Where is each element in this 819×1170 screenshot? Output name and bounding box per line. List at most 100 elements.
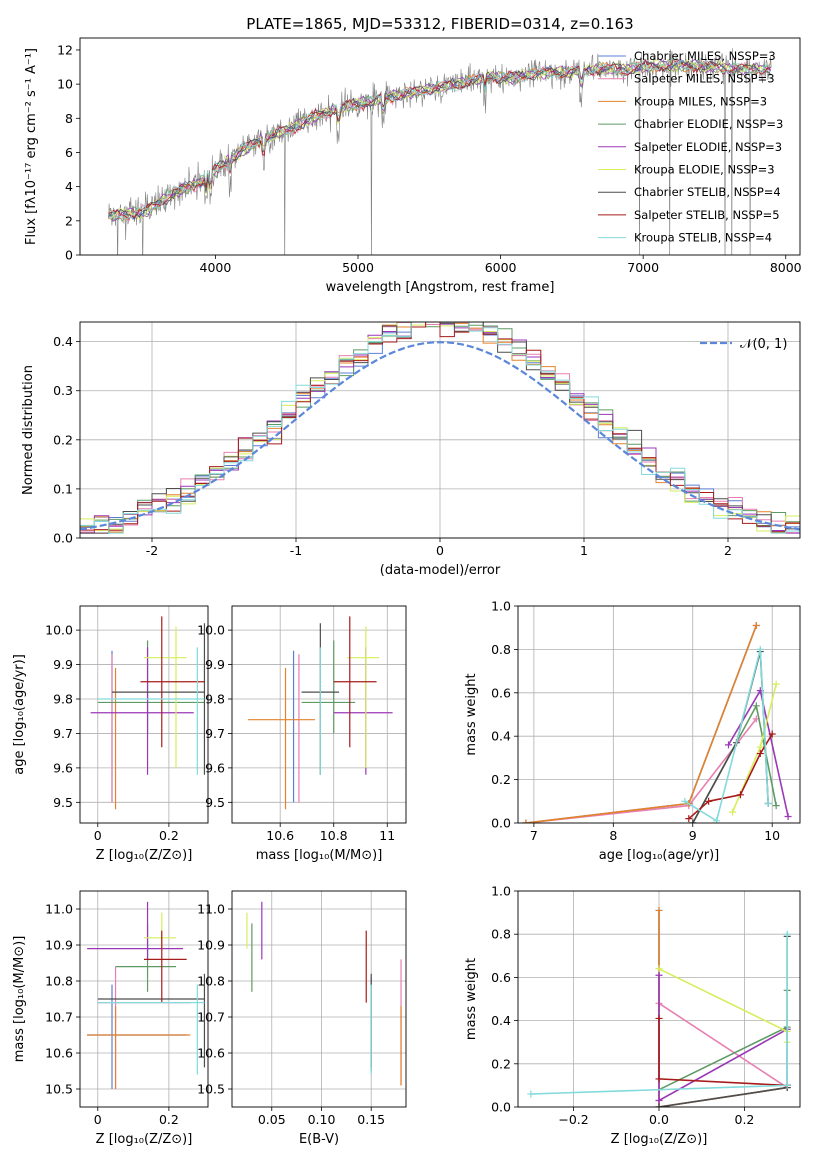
y-tick-label: 2 [65, 213, 73, 228]
weight-marker [756, 645, 764, 653]
y-tick-label: 4 [65, 179, 73, 194]
y-tick-label: 0.6 [491, 970, 511, 985]
x-axis-label: Z [log₁₀(Z/Z⊙)] [611, 1132, 708, 1147]
model-spectrum-line-9 [108, 57, 771, 220]
x-tick-label: 0.2 [159, 1112, 179, 1127]
x-tick-label: -2 [146, 543, 158, 558]
y-tick-label: 10.7 [197, 1010, 225, 1025]
x-axis-label: Z [log₁₀(Z/Z⊙)] [96, 1132, 193, 1147]
plot-area [527, 906, 791, 1107]
x-tick-label: 1 [580, 543, 588, 558]
y-tick-label: 0.4 [491, 1013, 511, 1028]
x-tick-label: 0.2 [735, 1112, 755, 1127]
y-tick-label: 9.6 [53, 760, 73, 775]
y-tick-label: 0.2 [491, 1056, 511, 1071]
y-tick-label: 9.8 [53, 692, 73, 707]
axes-frame [79, 321, 801, 539]
legend-entry-9: Kroupa STELIB, NSSP=4 [634, 231, 772, 245]
y-tick-label: 9.7 [53, 726, 73, 741]
legend-entry: 𝒩(0, 1) [740, 337, 787, 352]
y-tick-label: 0.4 [53, 334, 73, 349]
x-tick-label: 0 [436, 543, 444, 558]
plot-area [90, 616, 206, 810]
y-tick-label: 9.9 [53, 657, 73, 672]
weight-marker [655, 965, 663, 973]
plot-area [248, 616, 393, 810]
x-tick-label: 0.15 [357, 1112, 385, 1127]
axes-frame [79, 37, 801, 256]
weight-marker [655, 906, 663, 914]
y-tick-label: 0.1 [53, 481, 73, 496]
weight-marker [783, 1081, 791, 1089]
legend-entry-5: Salpeter ELODIE, NSSP=3 [634, 140, 782, 154]
residual-histogram-8 [80, 322, 800, 533]
y-tick-label: 9.9 [205, 657, 225, 672]
axes-frame [231, 890, 407, 1108]
y-tick-label: 10.9 [197, 938, 225, 953]
x-tick-label: −0.2 [558, 1112, 588, 1127]
weight-marker [655, 971, 663, 979]
weight-series-1 [658, 910, 788, 1107]
x-tick-label: 7 [530, 828, 538, 843]
x-tick-label: 0 [94, 828, 102, 843]
weight-marker [522, 819, 530, 823]
y-tick-label: 8 [65, 111, 73, 126]
gaussian-curve [80, 341, 800, 531]
axes-frame [231, 605, 407, 824]
x-axis-label: E(B-V) [299, 1132, 339, 1147]
x-axis-label: Z [log₁₀(Z/Z⊙)] [96, 848, 193, 863]
y-tick-label: 0.2 [53, 432, 73, 447]
weight-marker [685, 815, 693, 823]
weight-marker [655, 1014, 663, 1022]
weight-series-6 [658, 968, 788, 1043]
axes-age-vs-mass: 10.6 10.8 11 9.5 9.6 9.7 9.8 9.9 10.0 mass [log₁₀… [197, 605, 407, 863]
weight-marker [689, 819, 697, 823]
axes-age-vs-Z: 0 0.2 9.5 9.6 9.7 9.8 9.9 10.0 Z [log₁₀(Z/Z⊙)] ag… [12, 605, 209, 863]
x-tick-label: 0.05 [258, 1112, 286, 1127]
weight-marker [681, 797, 689, 805]
plot-area [522, 622, 792, 823]
y-tick-label: 1.0 [491, 599, 511, 614]
legend-entry-2: Salpeter MILES, NSSP=3 [634, 72, 775, 86]
weight-series-2 [658, 1002, 788, 1090]
weight-marker [655, 1097, 663, 1105]
plot-area [80, 322, 800, 534]
y-axis-label: Normed distribution [21, 365, 36, 495]
x-axis-label: age [log₁₀(age/yr)] [599, 848, 720, 863]
y-axis-label: mass [log₁₀(M/M⊙)] [12, 936, 27, 1063]
y-tick-label: 10.7 [45, 1010, 73, 1025]
legend-entry-6: Kroupa ELODIE, NSSP=3 [634, 163, 775, 177]
weight-series-3 [658, 910, 788, 1107]
y-tick-label: 0.3 [53, 383, 73, 398]
y-tick-label: 9.7 [205, 726, 225, 741]
x-axis-label: wavelength [Angstrom, rest frame] [326, 280, 555, 295]
weight-marker [527, 1090, 535, 1098]
legend-entry-8: Salpeter STELIB, NSSP=5 [634, 208, 780, 222]
x-tick-label: 11 [379, 828, 395, 843]
y-tick-label: 12 [57, 42, 73, 57]
y-tick-label: 0.2 [491, 772, 511, 787]
axes-mass-weight-vs-Z: −0.2 0.0 0.2 0.0 0.2 0.4 0.6 0.8 1.0 Z [log₁₀(Z/Z… [464, 884, 801, 1147]
weight-marker [713, 817, 721, 823]
axes-spectrum: 4000 5000 6000 7000 8000 0 2 4 6 8 10 12 wavelength … [24, 37, 802, 295]
axes-mass-vs-Z: 0 0.2 10.5 10.6 10.7 10.8 10.9 11.0 Z [log₁₀(Z/Z… [12, 890, 209, 1147]
residual-histogram-9 [80, 322, 800, 534]
y-tick-label: 1.0 [491, 884, 511, 899]
legend-entry-7: Chabrier STELIB, NSSP=4 [634, 185, 781, 199]
y-tick-label: 10.0 [197, 623, 225, 638]
y-tick-label: 10.9 [45, 938, 73, 953]
x-tick-label: 9 [689, 828, 697, 843]
weight-marker [772, 680, 780, 688]
x-tick-label: 5000 [342, 260, 374, 275]
axes-mass-weight-vs-age: 7 8 9 10 0.0 0.2 0.4 0.6 0.8 1.0 age [log₁₀(age/yr… [464, 599, 801, 863]
y-tick-label: 10.0 [45, 623, 73, 638]
x-tick-label: 0.10 [308, 1112, 336, 1127]
model-spectrum-line-8 [108, 58, 771, 220]
x-tick-label: 0.2 [159, 828, 179, 843]
axes-residuals: -2 -1 0 1 2 0.0 0.1 0.2 0.3 0.4 (data-model)/error… [21, 321, 801, 578]
axes-mass-vs-EBV: 0.05 0.10 0.15 10.5 10.6 10.7 10.8 10.9 11.0 E(B-… [197, 890, 407, 1147]
axes-frame [517, 605, 801, 824]
weight-marker [772, 802, 780, 810]
x-tick-label: 2 [724, 543, 732, 558]
axes-frame [517, 890, 801, 1108]
